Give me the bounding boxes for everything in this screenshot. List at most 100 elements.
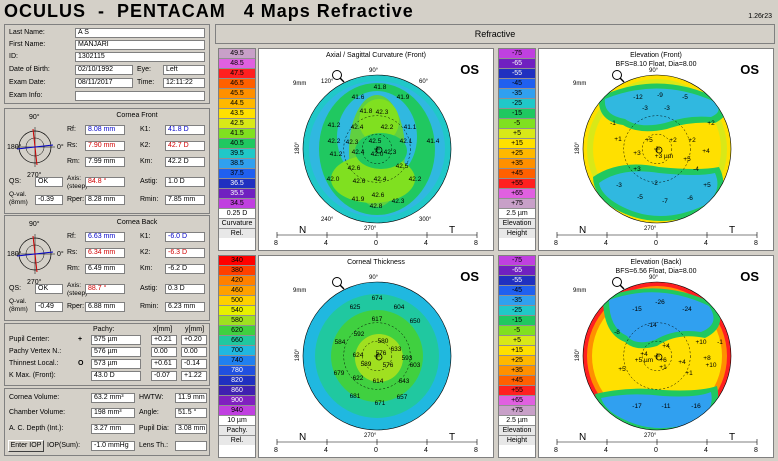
axis-tick-label: 4 <box>704 447 708 454</box>
legend-mode[interactable]: Height <box>499 228 535 238</box>
enter-iop-button[interactable]: Enter IOP <box>8 440 44 452</box>
curv-angle-tl: 120° <box>321 79 334 85</box>
back-k1-label: K1: <box>140 233 151 240</box>
elevf-t-label: T <box>729 225 736 236</box>
back-qs-field[interactable]: OK <box>35 284 63 294</box>
front-rmin-field[interactable]: 7.85 mm <box>165 195 205 205</box>
back-rper-field[interactable]: 6.88 mm <box>85 302 125 312</box>
patient-panel: Last Name: A S First Name: MANJARI ID: 1… <box>4 24 210 104</box>
map-value: 650 <box>409 318 421 325</box>
lens-th-field[interactable] <box>175 441 207 451</box>
dob-label: Date of Birth: <box>9 66 50 73</box>
legend-mode[interactable]: Height <box>499 435 535 445</box>
elevb-n-label: N <box>579 432 587 443</box>
id-field[interactable]: 1302115 <box>75 52 205 62</box>
front-qval-field[interactable]: -0.39 <box>35 195 63 205</box>
legend-step[interactable]: 10 µm <box>219 416 255 426</box>
front-qs-field[interactable]: OK <box>35 177 63 187</box>
legend-cell: 420 <box>219 276 255 286</box>
back-rs-field[interactable]: 6.34 mm <box>85 248 125 258</box>
curv-map[interactable]: Axial / Sagittal Curvature (Front) OS 9mm 9… <box>258 48 494 251</box>
elevf-legend: -75 -65 -55 -45 -35 -25 -15 -5 +5 +15 +25 +35 +45 +55… <box>498 48 536 251</box>
map-value: -7 <box>662 198 668 205</box>
legend-step[interactable]: 2.5 µm <box>499 209 535 219</box>
map-value: 42.2 <box>408 176 422 183</box>
map-value: 593 <box>401 355 413 362</box>
exam-info-field[interactable] <box>75 91 205 101</box>
pachy-row-value: 43.0 D <box>91 371 141 381</box>
front-qval-label: Q-val. (8mm) <box>9 191 28 206</box>
time-label: Time: <box>137 79 155 86</box>
pachy-row-value: 573 µm <box>91 359 141 369</box>
legend-mode[interactable]: Rel. <box>219 435 255 445</box>
exam-date-field[interactable]: 08/11/2017 <box>75 78 133 88</box>
front-rm-field[interactable]: 7.99 mm <box>85 157 125 167</box>
zoom-icon[interactable] <box>612 70 625 83</box>
map-value: 41.2 <box>329 151 343 158</box>
first-name-field[interactable]: MANJARI <box>75 40 205 50</box>
elevb-map[interactable]: Elevation (Back) BFS=6.56 Float, Dia=8.00… <box>538 255 774 458</box>
legend-cell: +45 <box>499 169 535 179</box>
time-field[interactable]: 12:11:22 <box>163 78 205 88</box>
legend-type[interactable]: Elevation <box>499 426 535 435</box>
legend-cell: 41.5 <box>219 129 255 139</box>
front-rper-field[interactable]: 8.28 mm <box>85 195 125 205</box>
pachy-row-label: Pupil Center: <box>9 336 50 343</box>
map-value: 41.9 <box>351 196 365 203</box>
front-axis-field[interactable]: 84.8 ° <box>85 177 125 187</box>
map-value: +1 <box>659 364 667 371</box>
zoom-icon[interactable] <box>332 277 345 290</box>
front-rmin-label: Rmin: <box>140 196 159 203</box>
legend-mode[interactable]: Rel. <box>219 228 255 238</box>
back-axis-field[interactable]: 88.7 ° <box>85 284 125 294</box>
legend-cell: 940 <box>219 406 255 416</box>
front-rm-label: Rm: <box>67 158 80 165</box>
id-label: ID: <box>9 53 18 60</box>
front-km-field[interactable]: 42.2 D <box>165 157 205 167</box>
legend-type[interactable]: Elevation <box>499 219 535 228</box>
back-astig-field[interactable]: 0.3 D <box>165 284 205 294</box>
legend-step[interactable]: 0.25 D <box>219 209 255 219</box>
back-k1-field[interactable]: -6.0 D <box>165 232 205 242</box>
front-k1-field[interactable]: 41.8 D <box>165 125 205 135</box>
axis-tick-label: 8 <box>274 240 278 247</box>
front-astig-field[interactable]: 1.0 D <box>165 177 205 187</box>
legend-type[interactable]: Curvature <box>219 219 255 228</box>
back-rs-label: Rs: <box>67 249 78 256</box>
pachy-map[interactable]: Corneal Thickness OS 9mm 90° 270° 180° N T 8 4 0 4 8… <box>258 255 494 458</box>
elevb-angle-bottom: 270° <box>644 433 657 439</box>
back-qval-label: Q-val. (8mm) <box>9 298 28 313</box>
back-rf-label: Rf: <box>67 233 76 240</box>
map-value: +5 <box>703 182 711 189</box>
front-rf-field[interactable]: 8.08 mm <box>85 125 125 135</box>
back-rmin-field[interactable]: 6.23 mm <box>165 302 205 312</box>
pachy-row-label: K Max. (Front): <box>9 372 56 379</box>
legend-step[interactable]: 2.5 µm <box>499 416 535 426</box>
elevf-scale-label: 9mm <box>573 81 587 87</box>
curv-angle-bottom: 270° <box>364 226 377 232</box>
refractive-tab[interactable]: Refractive <box>215 24 775 44</box>
map-value: +5 <box>645 137 653 144</box>
legend-cell: -25 <box>499 99 535 109</box>
front-rs-field[interactable]: 7.90 mm <box>85 141 125 151</box>
map-value: -15 <box>632 306 642 313</box>
dob-field[interactable]: 02/10/1992 <box>75 65 133 75</box>
elevf-n-label: N <box>579 225 587 236</box>
front-k2-field[interactable]: 42.7 D <box>165 141 205 151</box>
back-rm-field[interactable]: 6.49 mm <box>85 264 125 274</box>
front-axis-diagram <box>7 117 63 173</box>
legend-cell: 500 <box>219 296 255 306</box>
back-qval-field[interactable]: -0.49 <box>35 302 63 312</box>
back-k2-field[interactable]: -6.3 D <box>165 248 205 258</box>
eye-field[interactable]: Left <box>163 65 205 75</box>
back-km-field[interactable]: -6.2 D <box>165 264 205 274</box>
zoom-icon[interactable] <box>332 70 345 83</box>
zoom-icon[interactable] <box>612 277 625 290</box>
elevf-map[interactable]: Elevation (Front) BFS=8.10 Float, Dia=8.0… <box>538 48 774 251</box>
back-rf-field[interactable]: 6.63 mm <box>85 232 125 242</box>
legend-type[interactable]: Pachy. <box>219 426 255 435</box>
last-name-field[interactable]: A S <box>75 28 205 38</box>
pachy-row-symbol: + <box>78 336 83 343</box>
iop-field[interactable]: -1.0 mmHg <box>91 441 135 451</box>
legend-cell: 48.5 <box>219 59 255 69</box>
